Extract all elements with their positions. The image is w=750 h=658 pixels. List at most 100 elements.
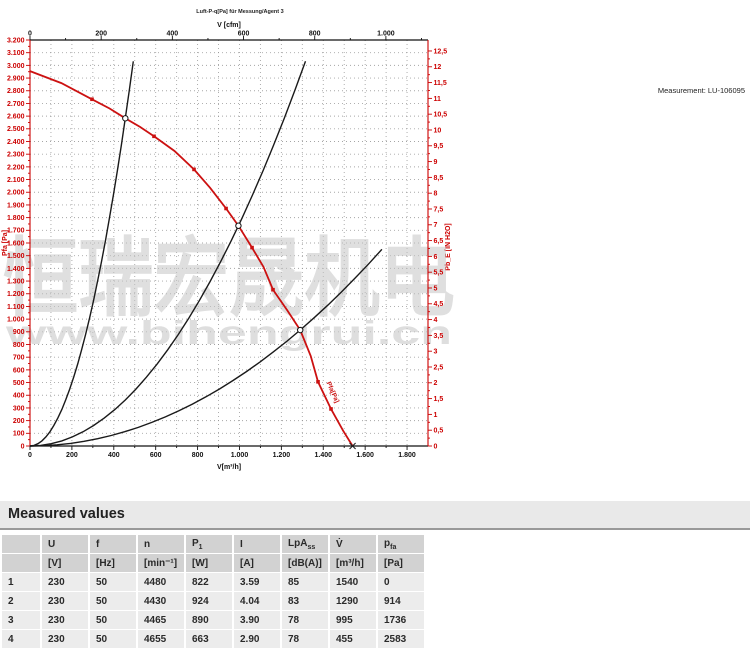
svg-text:200: 200 [66,452,78,459]
fan-pressure-curve [29,70,354,447]
svg-text:10: 10 [434,127,442,134]
svg-text:200: 200 [95,31,107,38]
column-unit-U: [V] [42,554,88,572]
column-unit-V̇: [m³/h] [330,554,376,572]
svg-text:2.900: 2.900 [7,75,25,82]
table-cell: 4480 [138,573,184,591]
table-cell: 50 [90,592,136,610]
column-header-n: n [138,535,184,553]
column-unit-P: [W] [186,554,232,572]
table-cell: 1 [2,573,40,591]
svg-text:1: 1 [434,412,438,419]
svg-text:900: 900 [13,329,25,336]
bottom-axis-label: V[m³/h] [217,464,241,471]
column-unit-f: [Hz] [90,554,136,572]
svg-text:400: 400 [167,31,179,38]
svg-text:100: 100 [13,431,25,438]
svg-text:300: 300 [13,405,25,412]
svg-text:2.300: 2.300 [7,152,25,159]
svg-text:3: 3 [434,349,438,356]
svg-text:3,5: 3,5 [434,333,444,340]
svg-text:3.100: 3.100 [7,50,25,57]
table-cell: 2 [2,592,40,610]
table-cell: 4430 [138,592,184,610]
svg-text:400: 400 [108,452,120,459]
table-cell: 3.90 [234,611,280,629]
table-cell: 3.59 [234,573,280,591]
svg-text:6,5: 6,5 [434,238,444,245]
measurement-id-label: Measurement: LU-106095 [657,86,745,95]
svg-text:1.800: 1.800 [398,452,416,459]
measure-point-marker [316,380,320,384]
column-header-row-index [2,535,40,553]
table-cell: 2.90 [234,630,280,648]
svg-text:1.600: 1.600 [7,240,25,247]
table-cell: 3 [2,611,40,629]
svg-text:11,5: 11,5 [434,80,447,87]
table-cell: 663 [186,630,232,648]
chart-title: Luft-P-q[Pa] für Messung/Agent 3 [196,9,283,15]
svg-text:2.200: 2.200 [7,164,25,171]
left-axis-ticks: 0 100 200 300 400 500 600 700 800 900 1.000 1.100 1.… [7,37,30,450]
svg-text:600: 600 [13,367,25,374]
operating-point-marker [122,115,129,122]
fan-curve-chart: Luft-P-q[Pa] für Messung/Agent 3 V [cfm]… [2,9,455,471]
column-unit-p: [Pa] [378,554,424,572]
svg-text:2.000: 2.000 [7,190,25,197]
svg-text:1.600: 1.600 [356,452,374,459]
svg-text:1.500: 1.500 [7,253,25,260]
top-axis-label: V [cfm] [217,22,241,29]
table-cell: 230 [42,573,88,591]
column-header-V̇: V̇ [330,535,376,553]
table-cell: 914 [378,592,424,610]
table-cell: 1290 [330,592,376,610]
table-cell: 822 [186,573,232,591]
measure-point-marker [152,134,156,139]
svg-text:2.700: 2.700 [7,101,25,108]
svg-text:1.000: 1.000 [377,31,395,38]
measure-point-marker [271,287,275,292]
right-axis-ticks: 00,511,522,533,544,555,566,577,588,599,5… [428,48,447,450]
measure-point-marker [329,407,333,411]
svg-text:8: 8 [434,191,438,198]
column-header-I: I [234,535,280,553]
measured-values-section-header: Measured values [0,501,750,530]
svg-text:1.800: 1.800 [7,215,25,222]
svg-text:400: 400 [13,393,25,400]
svg-text:5: 5 [434,285,438,292]
table-cell: 1736 [378,611,424,629]
watermark-chinese: 恒瑞宏晟机电 [3,231,455,327]
table-cell: 0 [378,573,424,591]
table-cell: 4 [2,630,40,648]
svg-text:1.000: 1.000 [231,452,249,459]
table-cell: 78 [282,611,328,629]
svg-text:800: 800 [13,342,25,349]
operating-point-marker [235,222,242,229]
svg-text:9: 9 [434,159,438,166]
svg-text:9,5: 9,5 [434,143,444,150]
column-header-P: P1 [186,535,232,553]
svg-text:1,5: 1,5 [434,396,444,403]
table-row: 3 230 50 4465 890 3.90 78 995 1736 [2,611,424,629]
column-unit-n: [min⁻¹] [138,554,184,572]
svg-text:2.600: 2.600 [7,114,25,121]
table-cell: 455 [330,630,376,648]
svg-text:1.100: 1.100 [7,304,25,311]
measure-point-marker [192,167,196,172]
svg-text:1.400: 1.400 [314,452,332,459]
svg-text:600: 600 [150,452,162,459]
left-axis-label: Pfa [Pa] [2,230,9,256]
svg-text:4: 4 [434,317,438,324]
column-header-f: f [90,535,136,553]
system-curve-2 [29,61,307,447]
svg-text:700: 700 [13,355,25,362]
svg-text:500: 500 [13,380,25,387]
svg-text:0: 0 [434,443,438,450]
column-unit-I: [A] [234,554,280,572]
svg-text:3.200: 3.200 [7,37,25,44]
svg-text:2.100: 2.100 [7,177,25,184]
curves [29,61,383,447]
svg-text:12,5: 12,5 [434,48,448,55]
right-axis-label: Pb_E [IN H2O] [445,223,452,270]
